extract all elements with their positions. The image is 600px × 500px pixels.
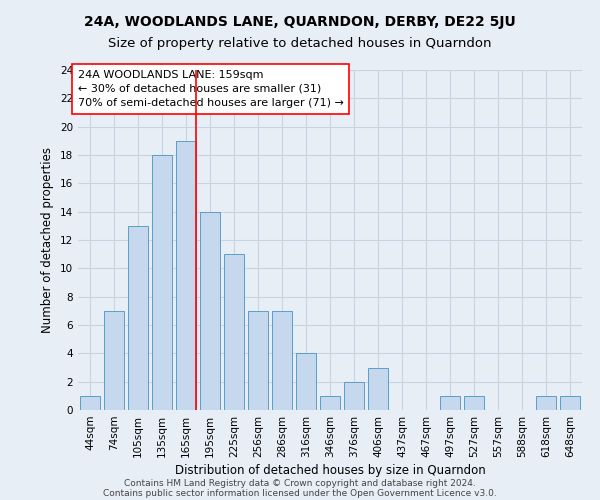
Bar xyxy=(200,212,220,410)
Bar xyxy=(80,396,100,410)
Text: 24A WOODLANDS LANE: 159sqm
← 30% of detached houses are smaller (31)
70% of semi: 24A WOODLANDS LANE: 159sqm ← 30% of deta… xyxy=(78,70,344,108)
Bar xyxy=(152,155,172,410)
Text: Contains public sector information licensed under the Open Government Licence v3: Contains public sector information licen… xyxy=(103,488,497,498)
Bar xyxy=(224,254,244,410)
Text: Contains HM Land Registry data © Crown copyright and database right 2024.: Contains HM Land Registry data © Crown c… xyxy=(124,478,476,488)
Bar xyxy=(344,382,364,410)
Bar xyxy=(128,226,148,410)
Bar xyxy=(320,396,340,410)
Bar xyxy=(296,354,316,410)
Bar xyxy=(560,396,580,410)
Text: Size of property relative to detached houses in Quarndon: Size of property relative to detached ho… xyxy=(108,38,492,51)
Bar xyxy=(248,311,268,410)
Bar xyxy=(536,396,556,410)
Text: 24A, WOODLANDS LANE, QUARNDON, DERBY, DE22 5JU: 24A, WOODLANDS LANE, QUARNDON, DERBY, DE… xyxy=(84,15,516,29)
Bar xyxy=(104,311,124,410)
X-axis label: Distribution of detached houses by size in Quarndon: Distribution of detached houses by size … xyxy=(175,464,485,477)
Bar xyxy=(272,311,292,410)
Bar xyxy=(176,141,196,410)
Bar xyxy=(464,396,484,410)
Y-axis label: Number of detached properties: Number of detached properties xyxy=(41,147,55,333)
Bar xyxy=(440,396,460,410)
Bar xyxy=(368,368,388,410)
